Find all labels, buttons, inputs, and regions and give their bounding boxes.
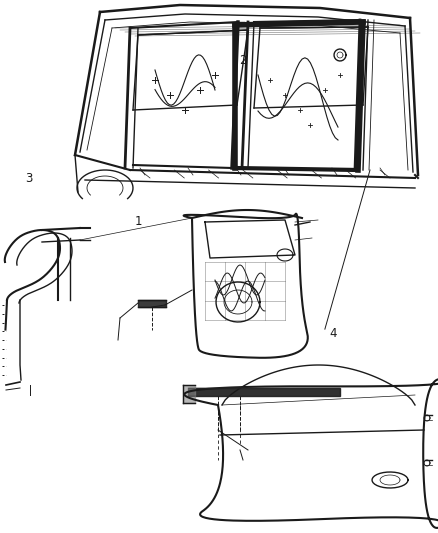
Bar (183, 385, 195, 403)
Bar (188, 388, 340, 396)
Bar (138, 300, 166, 307)
Text: 2: 2 (239, 54, 247, 67)
Text: 3: 3 (25, 172, 32, 185)
Text: 4: 4 (329, 327, 337, 340)
Text: 1: 1 (134, 215, 142, 228)
